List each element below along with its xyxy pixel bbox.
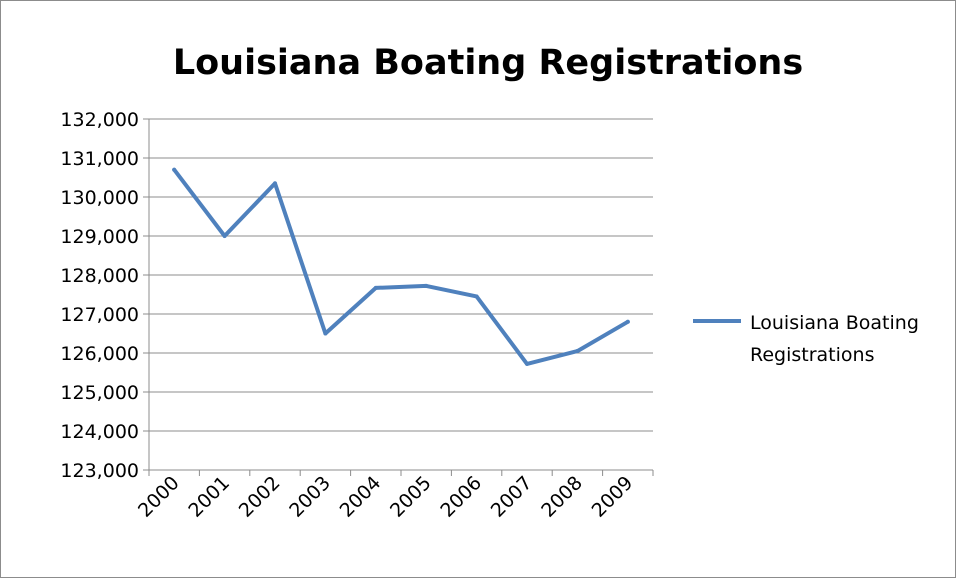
data-point [575,349,580,354]
data-point [424,283,429,288]
x-tick-label: 2002 [235,472,285,522]
y-tick-label: 124,000 [60,421,139,443]
chart-title: Louisiana Boating Registrations [173,43,803,83]
y-tick-label: 125,000 [60,382,139,404]
data-point [273,181,277,186]
x-tick-label: 2004 [336,472,386,522]
x-tick-label: 2005 [386,472,436,522]
data-point [373,285,378,290]
y-tick-label: 128,000 [60,265,139,287]
y-tick-label: 131,000 [60,148,139,170]
y-tick-label: 123,000 [60,460,139,482]
legend: Louisiana Boating Registrations [693,312,919,366]
gridlines [149,118,653,432]
data-point [625,319,630,324]
x-tick-label: 2009 [588,472,638,522]
y-tick-label: 127,000 [60,304,139,326]
y-tick-label: 129,000 [60,226,139,248]
y-tick-label: 132,000 [60,109,139,131]
legend-label-line-2: Registrations [750,344,874,366]
y-tick-label: 130,000 [60,187,139,209]
x-tick-label: 2001 [184,472,234,522]
data-point [222,234,227,238]
x-tick-label: 2003 [285,472,335,522]
x-tick-label: 2007 [487,472,537,522]
x-tick-label: 2006 [436,472,486,522]
axes [143,118,654,476]
legend-label-line-1: Louisiana Boating [750,312,919,334]
y-tick-label: 126,000 [60,343,139,365]
series-line [172,167,630,366]
data-point [323,331,328,336]
x-tick-label: 2000 [134,472,184,522]
x-axis-tick-labels: 2000 2001 2002 2003 2004 2005 2006 2007 2008 2009 [134,472,637,522]
y-axis-tick-labels: 123,000 124,000 125,000 126,000 127,000 128,0… [60,109,139,482]
data-point [525,361,529,366]
data-point [172,167,177,172]
data-point [474,294,479,299]
x-tick-label: 2008 [537,472,587,522]
series-layer [172,167,630,366]
